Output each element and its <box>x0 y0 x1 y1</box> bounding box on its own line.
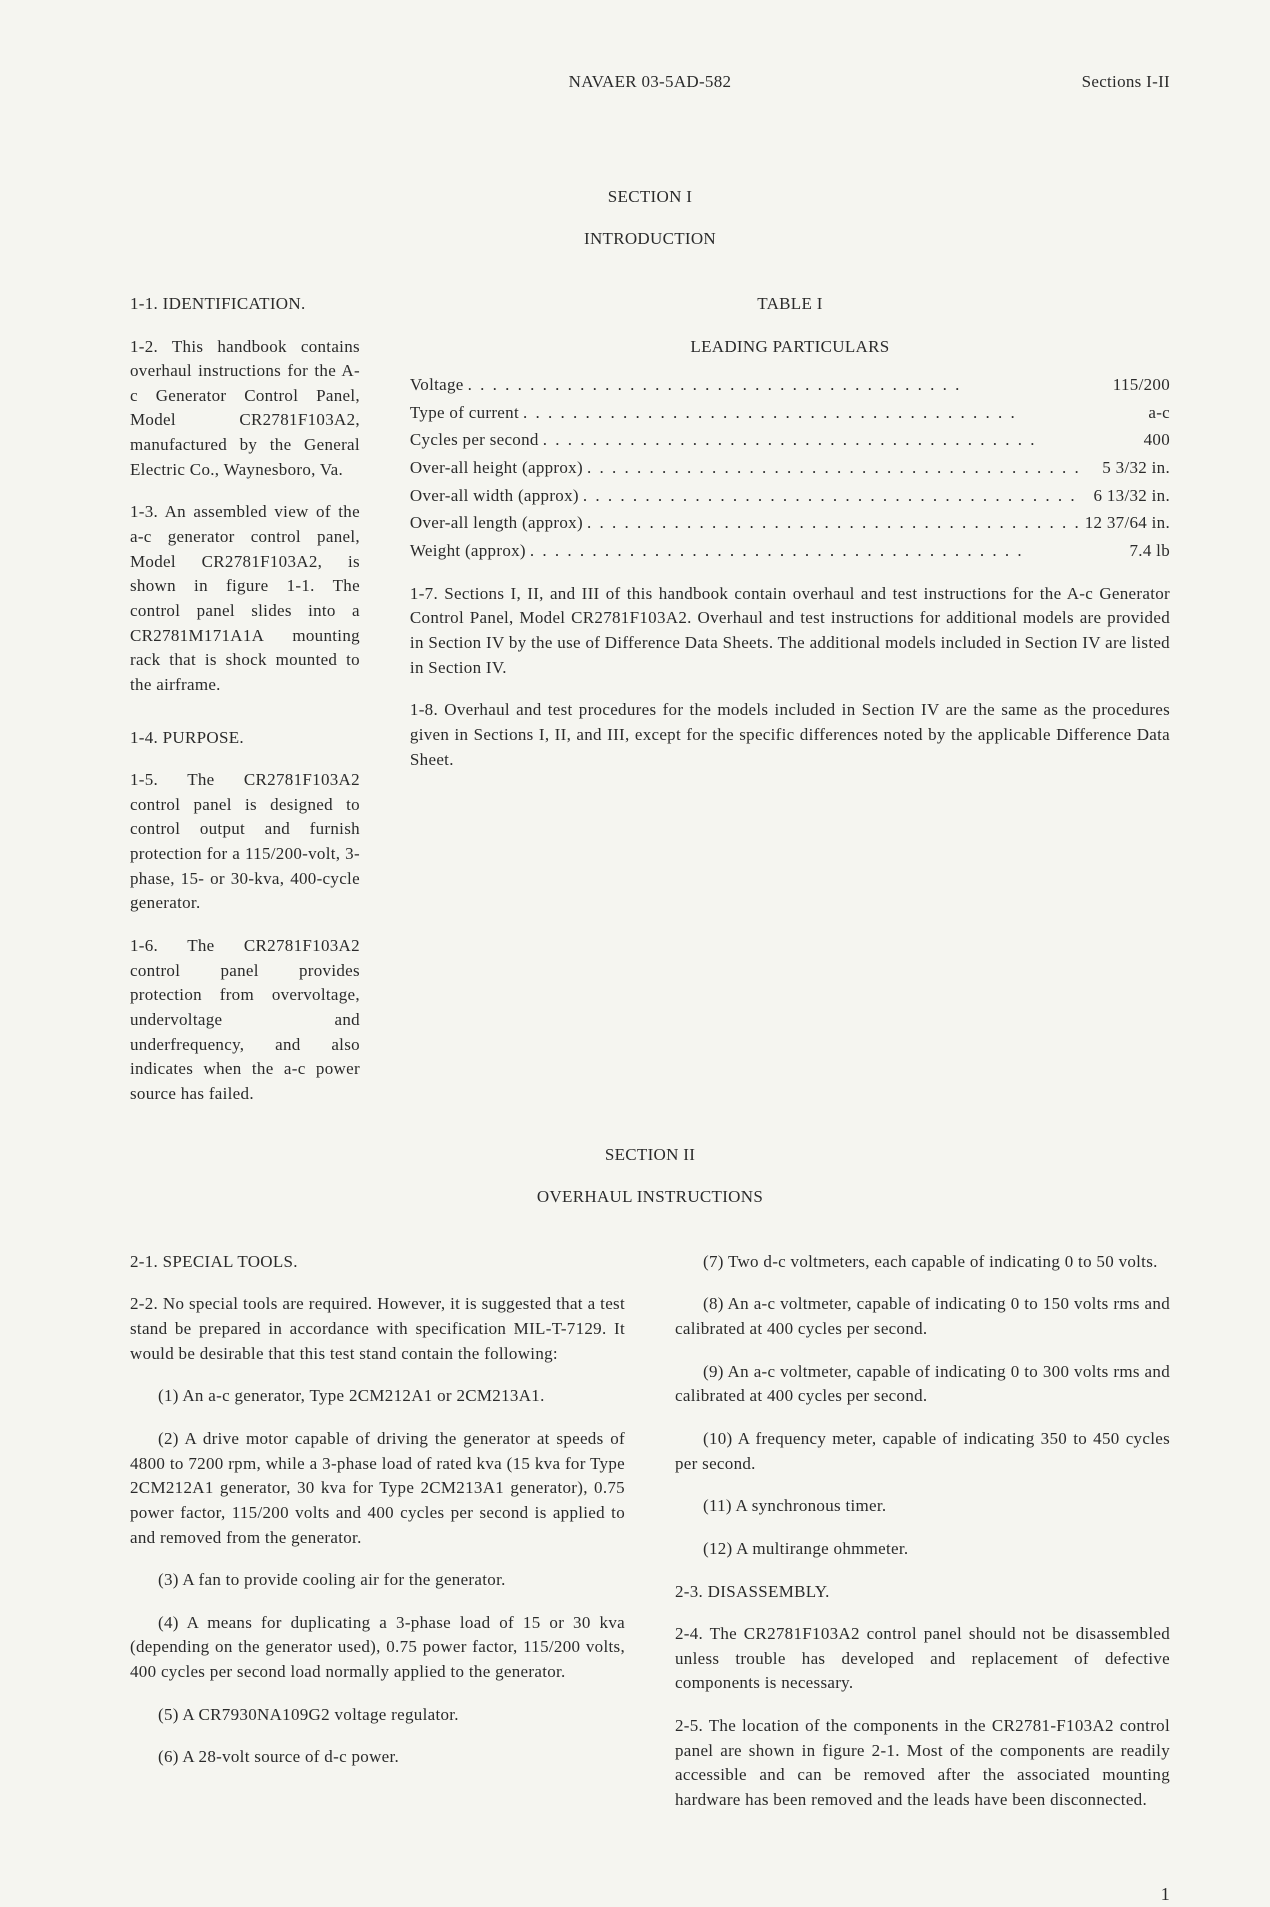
item-11: (11) A synchronous timer. <box>675 1494 1170 1519</box>
row-value: a-c <box>1148 401 1170 426</box>
row-value: 12 37/64 in. <box>1085 511 1170 536</box>
table-row: Over-all height (approx) . . . . . . . .… <box>410 456 1170 481</box>
table1-subtitle: LEADING PARTICULARS <box>410 335 1170 360</box>
row-label: Voltage <box>410 373 464 398</box>
item-6: (6) A 28-volt source of d-c power. <box>130 1745 625 1770</box>
item-3: (3) A fan to provide cooling air for the… <box>130 1568 625 1593</box>
row-value: 6 13/32 in. <box>1094 484 1171 509</box>
item-7: (7) Two d-c voltmeters, each capable of … <box>675 1250 1170 1275</box>
para-1-2: 1-2. This handbook contains overhaul ins… <box>130 335 360 483</box>
item-8: (8) An a-c voltmeter, capable of indicat… <box>675 1292 1170 1341</box>
doc-id: NAVAER 03-5AD-582 <box>330 70 970 95</box>
para-2-5: 2-5. The location of the components in t… <box>675 1714 1170 1813</box>
row-value: 115/200 <box>1113 373 1170 398</box>
para-1-5: 1-5. The CR2781F103A2 control panel is d… <box>130 768 360 916</box>
leader-dots: . . . . . . . . . . . . . . . . . . . . … <box>464 373 1113 398</box>
leading-particulars-table: Voltage . . . . . . . . . . . . . . . . … <box>410 373 1170 563</box>
item-12: (12) A multirange ohmmeter. <box>675 1537 1170 1562</box>
row-value: 400 <box>1144 428 1170 453</box>
page-number: 1 <box>130 1881 1170 1907</box>
leader-dots: . . . . . . . . . . . . . . . . . . . . … <box>579 484 1094 509</box>
table-row: Over-all length (approx) . . . . . . . .… <box>410 511 1170 536</box>
item-1: (1) An a-c generator, Type 2CM212A1 or 2… <box>130 1384 625 1409</box>
section2-right-col: (7) Two d-c voltmeters, each capable of … <box>675 1250 1170 1831</box>
item-10: (10) A frequency meter, capable of indic… <box>675 1427 1170 1476</box>
page-header: NAVAER 03-5AD-582 Sections I-II <box>130 70 1170 95</box>
row-label: Weight (approx) <box>410 539 526 564</box>
para-2-2: 2-2. No special tools are required. Howe… <box>130 1292 625 1366</box>
heading-2-1: 2-1. SPECIAL TOOLS. <box>130 1250 625 1275</box>
section1-subtitle: INTRODUCTION <box>130 227 1170 252</box>
heading-1-4: 1-4. PURPOSE. <box>130 726 360 751</box>
heading-2-3: 2-3. DISASSEMBLY. <box>675 1580 1170 1605</box>
table-row: Over-all width (approx) . . . . . . . . … <box>410 484 1170 509</box>
row-label: Over-all width (approx) <box>410 484 579 509</box>
leader-dots: . . . . . . . . . . . . . . . . . . . . … <box>583 456 1102 481</box>
table-row: Cycles per second . . . . . . . . . . . … <box>410 428 1170 453</box>
section1-title: SECTION I <box>130 185 1170 210</box>
section2-left-col: 2-1. SPECIAL TOOLS. 2-2. No special tool… <box>130 1250 625 1831</box>
heading-1-1: 1-1. IDENTIFICATION. <box>130 292 360 317</box>
para-1-6: 1-6. The CR2781F103A2 control panel prov… <box>130 934 360 1106</box>
item-5: (5) A CR7930NA109G2 voltage regulator. <box>130 1703 625 1728</box>
leader-dots: . . . . . . . . . . . . . . . . . . . . … <box>583 511 1085 536</box>
table1-title: TABLE I <box>410 292 1170 317</box>
row-label: Over-all length (approx) <box>410 511 583 536</box>
item-2: (2) A drive motor capable of driving the… <box>130 1427 625 1550</box>
leader-dots: . . . . . . . . . . . . . . . . . . . . … <box>519 401 1148 426</box>
table-row: Type of current . . . . . . . . . . . . … <box>410 401 1170 426</box>
para-1-8: 1-8. Overhaul and test procedures for th… <box>410 698 1170 772</box>
table-row: Voltage . . . . . . . . . . . . . . . . … <box>410 373 1170 398</box>
page-ref: Sections I-II <box>970 70 1170 95</box>
row-value: 5 3/32 in. <box>1102 456 1170 481</box>
para-1-7: 1-7. Sections I, II, and III of this han… <box>410 582 1170 681</box>
table-row: Weight (approx) . . . . . . . . . . . . … <box>410 539 1170 564</box>
para-1-3: 1-3. An assembled view of the a-c genera… <box>130 500 360 697</box>
row-label: Cycles per second <box>410 428 539 453</box>
item-9: (9) An a-c voltmeter, capable of indicat… <box>675 1360 1170 1409</box>
leader-dots: . . . . . . . . . . . . . . . . . . . . … <box>526 539 1130 564</box>
section2-title: SECTION II <box>130 1143 1170 1168</box>
row-label: Over-all height (approx) <box>410 456 583 481</box>
leader-dots: . . . . . . . . . . . . . . . . . . . . … <box>539 428 1144 453</box>
section2-subtitle: OVERHAUL INSTRUCTIONS <box>130 1185 1170 1210</box>
para-2-4: 2-4. The CR2781F103A2 control panel shou… <box>675 1622 1170 1696</box>
row-label: Type of current <box>410 401 519 426</box>
section2-columns: 2-1. SPECIAL TOOLS. 2-2. No special tool… <box>130 1250 1170 1831</box>
section1-left-col: 1-1. IDENTIFICATION. 1-2. This handbook … <box>130 292 360 1125</box>
row-value: 7.4 lb <box>1129 539 1170 564</box>
section1-columns: 1-1. IDENTIFICATION. 1-2. This handbook … <box>130 292 1170 1125</box>
section1-right-col: TABLE I LEADING PARTICULARS Voltage . . … <box>410 292 1170 1125</box>
